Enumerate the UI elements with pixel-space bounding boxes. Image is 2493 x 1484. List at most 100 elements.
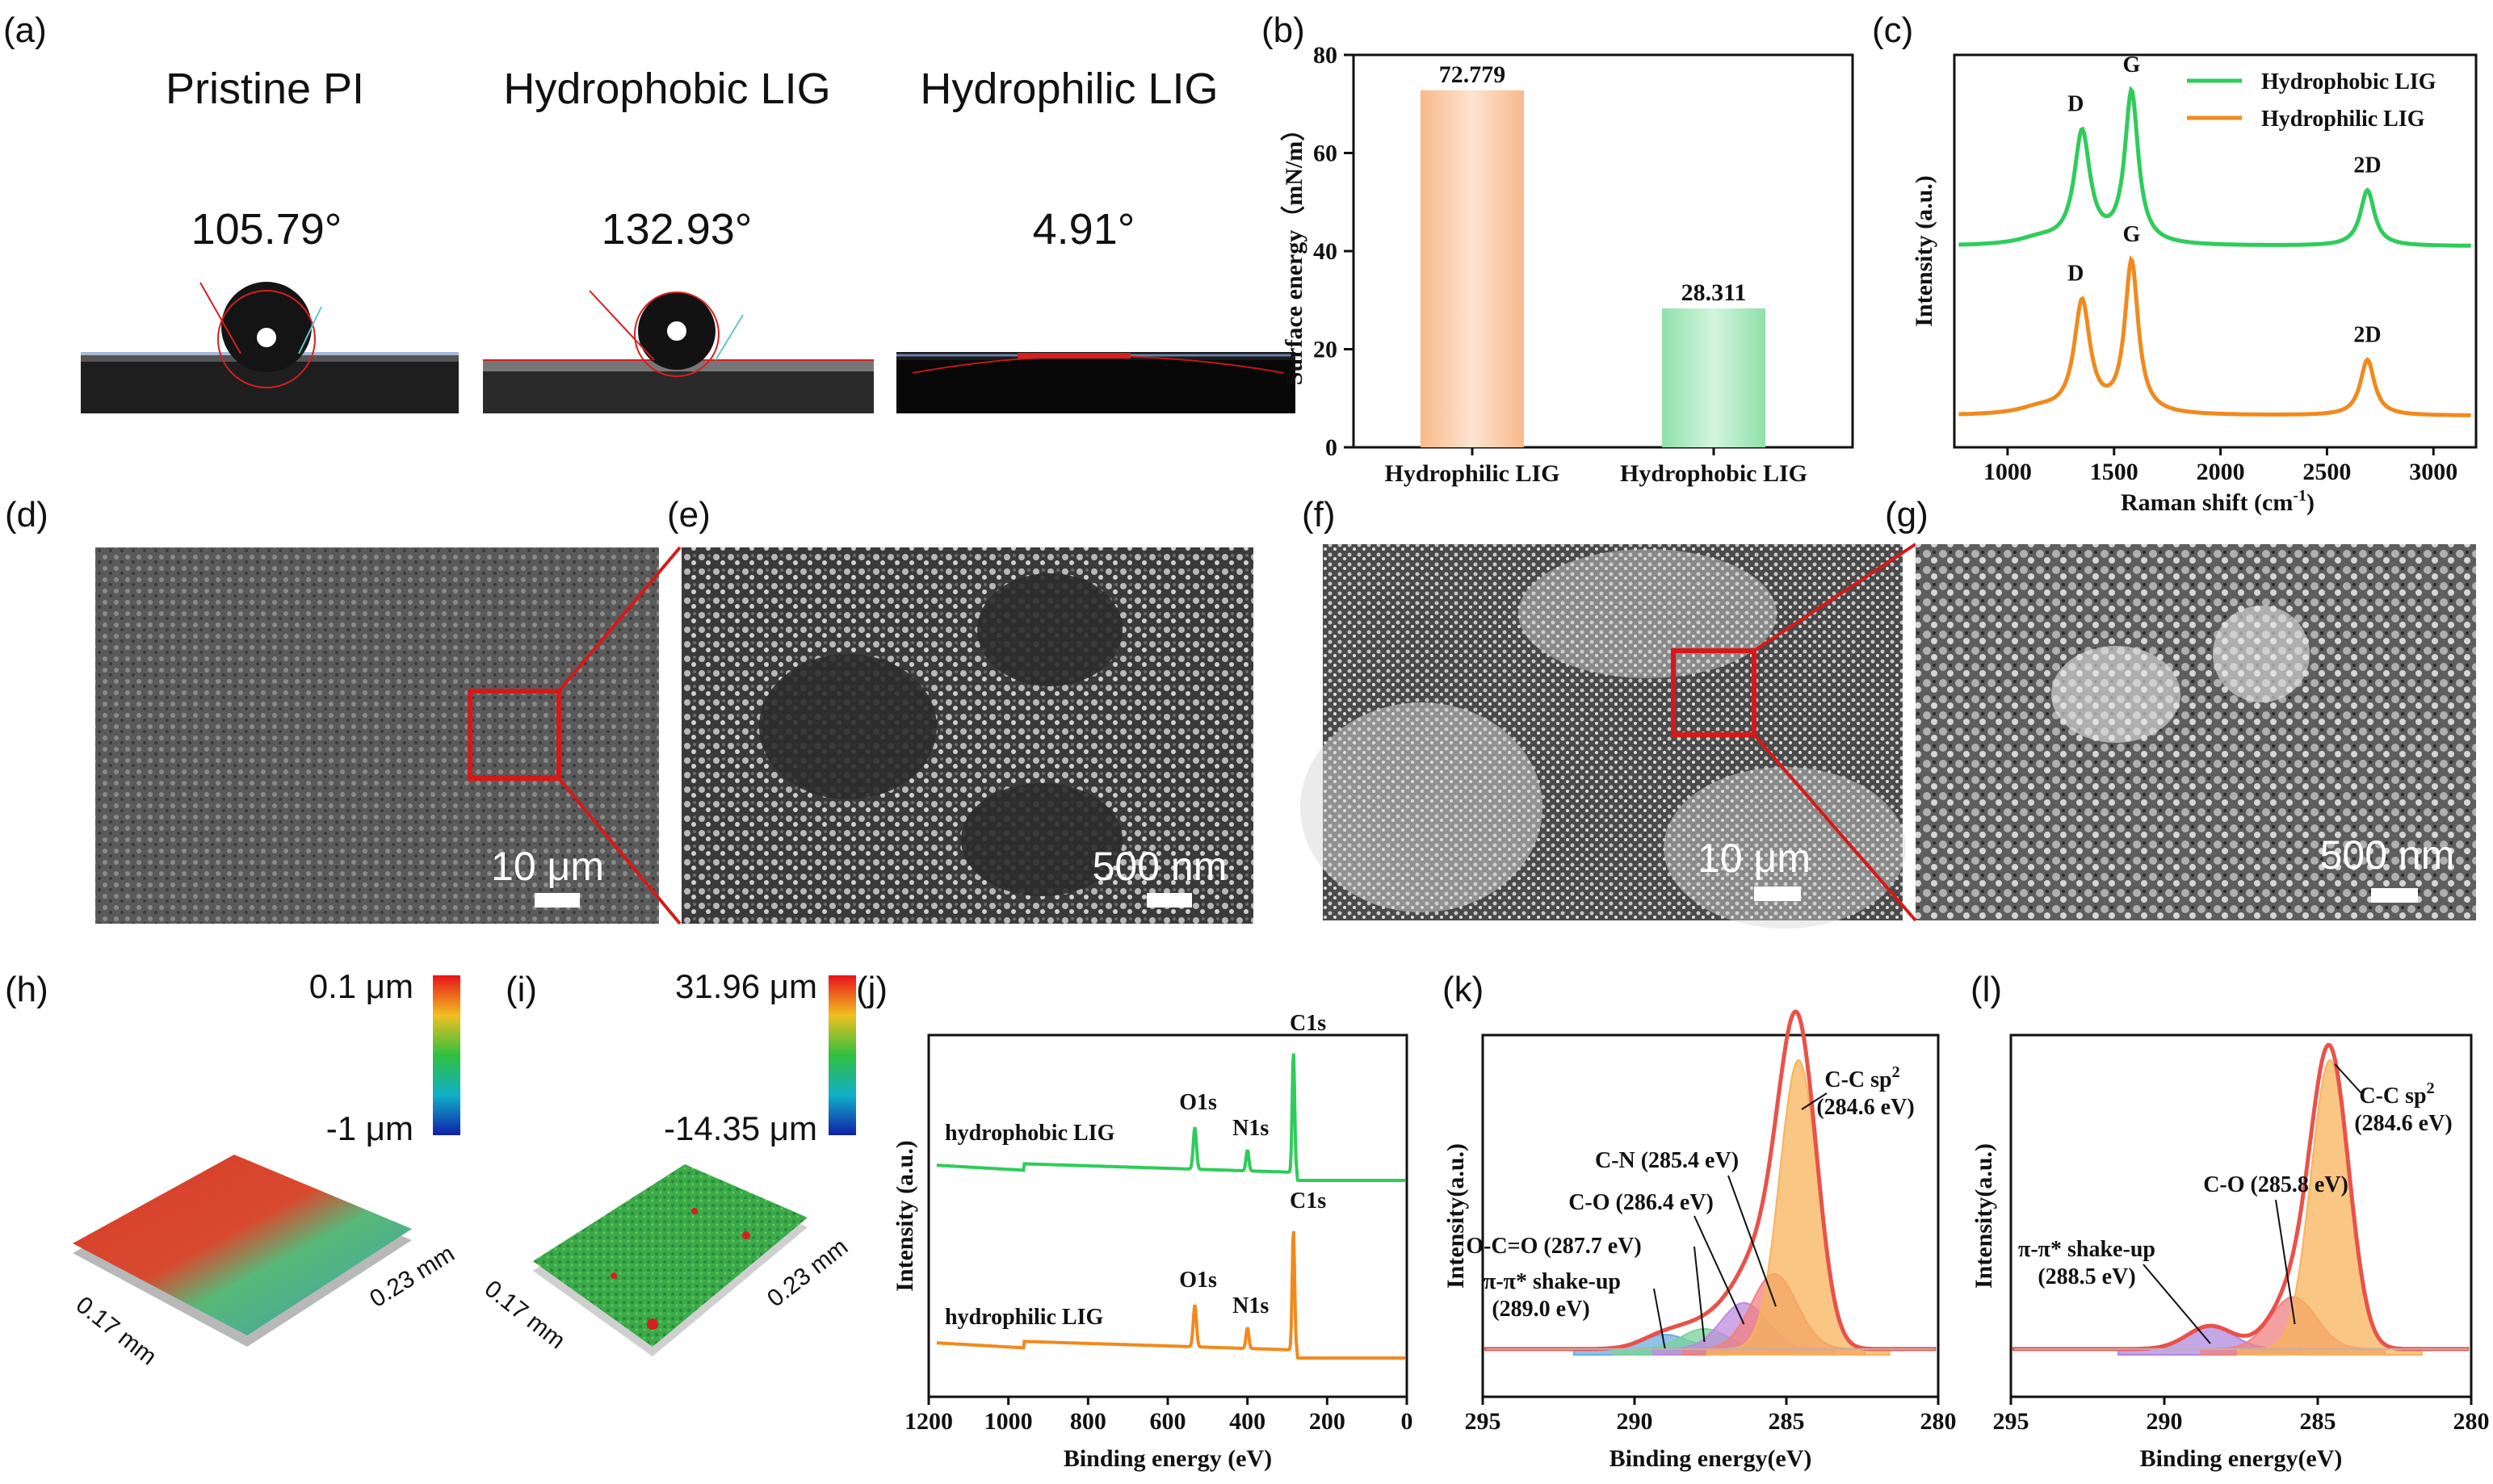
chart-b-bar <box>1662 308 1765 447</box>
panel-letter-f: (f) <box>1302 495 1336 534</box>
chart-k-arrow <box>1801 1092 1828 1110</box>
chart-b-ytick-label: 60 <box>1313 140 1337 167</box>
chart-k-xlabel: Binding energy(eV) <box>1610 1445 1812 1472</box>
panel-letter-b: (b) <box>1261 10 1305 50</box>
angle-value-pristine-pi: 105.79° <box>191 205 342 254</box>
angle-value-hydrophobic-lig: 132.93° <box>602 205 753 254</box>
chart-c-peak-label: D <box>2067 262 2084 287</box>
chart-k-xtick-label: 290 <box>1617 1408 1653 1435</box>
droplet-image-hydrophilic-lig <box>896 352 1295 413</box>
panel-letter-g: (g) <box>1885 495 1929 534</box>
chart-l-frame <box>2009 1033 2473 1398</box>
chart-c-peak-label: 2D <box>2353 153 2381 178</box>
panel-letter-c: (c) <box>1872 10 1913 50</box>
chart-k-peak-label: C-C sp2 <box>1824 1063 1899 1092</box>
panel-letter-h: (h) <box>5 970 48 1009</box>
colorbar-h <box>433 975 460 1135</box>
chart-c-peak-label: 2D <box>2353 322 2381 347</box>
panel-letter-d: (d) <box>5 495 48 534</box>
droplet-image-pristine-pi <box>81 282 459 413</box>
colorbar-i <box>829 975 856 1135</box>
chart-j-frame <box>927 1033 1408 1398</box>
chart-j-series-line <box>936 1230 1405 1360</box>
colorbar-i-max: 31.96 μm <box>675 967 817 1005</box>
zoom-box-f <box>1671 648 1756 737</box>
chart-j-xtick-label: 0 <box>1401 1408 1413 1435</box>
chart-b-category-label: Hydrophilic LIG <box>1384 460 1559 487</box>
scale-label-g: 500 nm <box>2320 832 2455 878</box>
scale-bar-e <box>1147 893 1192 908</box>
legend-label-hydrophobic: Hydrophobic LIG <box>2261 69 2436 94</box>
chart-b-category-label: Hydrophobic LIG <box>1620 460 1807 487</box>
panel-i-surface-profile: 31.96 μm -14.35 μm 0.17 mm 0.23 mm <box>480 967 856 1356</box>
panel-letter-l: (l) <box>1970 970 2002 1009</box>
chart-j-series-label-hydrophobic: hydrophobic LIG <box>945 1121 1115 1146</box>
chart-j-xtick-label: 800 <box>1070 1408 1106 1435</box>
chart-c-peak-label: G <box>2122 52 2140 78</box>
panel-j-xps-survey-chart: Intensity (a.u.) Binding energy (eV) hyd… <box>892 1011 1413 1472</box>
chart-c-xtick-label: 1000 <box>1983 459 2032 485</box>
chart-c-series-line <box>1958 86 2471 248</box>
legend-label-hydrophilic: Hydrophilic LIG <box>2261 107 2425 132</box>
chart-b-ytick-label: 40 <box>1313 238 1337 265</box>
chart-j-xtick-label: 1000 <box>984 1408 1033 1435</box>
panel-k-c1s-chart: Intensity(a.u.) Binding energy(eV) 295 29… <box>1442 1009 1957 1472</box>
panel-a-contact-angle: Pristine PI Hydrophobic LIG Hydrophilic … <box>81 65 1295 413</box>
panel-letter-e: (e) <box>667 495 711 534</box>
chart-k-xtick-label: 295 <box>1465 1408 1501 1435</box>
panel-letter-j: (j) <box>856 970 888 1009</box>
panel-letter-i: (i) <box>506 970 537 1009</box>
chart-j-xtick-label: 400 <box>1229 1408 1265 1435</box>
chart-k-peak-label: C-O (286.4 eV) <box>1568 1190 1714 1215</box>
droplet-image-hydrophobic-lig <box>483 290 874 413</box>
chart-b-value-label: 72.779 <box>1439 61 1506 88</box>
panel-letter-k: (k) <box>1442 970 1484 1009</box>
chart-c-xtick-label: 2000 <box>2197 459 2245 485</box>
chart-c-peak-label: D <box>2067 92 2084 117</box>
panel-l-c1s-chart: Intensity(a.u.) Binding energy(eV) 295 29… <box>1970 1033 2490 1472</box>
chart-j-peak-label: N1s <box>1232 1116 1269 1141</box>
scale-bar-d <box>535 893 580 908</box>
chart-j-series-line <box>936 1053 1405 1182</box>
chart-b-ylabel: Surface energy（mN/m） <box>1280 117 1307 385</box>
surface-map-h <box>73 1155 412 1335</box>
chart-k-peak-label: C-N (285.4 eV) <box>1595 1148 1739 1173</box>
chart-j-xlabel: Binding energy (eV) <box>1064 1445 1272 1472</box>
sample-name-hydrophilic-lig: Hydrophilic LIG <box>920 65 1218 113</box>
colorbar-i-min: -14.35 μm <box>664 1109 817 1147</box>
chart-j-xtick-label: 1200 <box>904 1408 953 1435</box>
chart-c-peak-label: G <box>2122 222 2140 247</box>
chart-l-peak-label-2: (284.6 eV) <box>2354 1111 2452 1136</box>
chart-k-xtick-label: 285 <box>1769 1408 1805 1435</box>
chart-c-xtick-label: 2500 <box>2302 459 2351 485</box>
chart-l-xlabel: Binding energy(eV) <box>2140 1445 2343 1472</box>
chart-k-peak-label-2: (289.0 eV) <box>1492 1297 1589 1322</box>
dim-label-h-x: 0.17 mm <box>71 1292 162 1371</box>
chart-l-peak-label: π-π* shake-up <box>2018 1237 2155 1262</box>
chart-j-peak-label: O1s <box>1179 1090 1217 1115</box>
chart-j-peak-label: N1s <box>1232 1293 1269 1318</box>
colorbar-h-min: -1 μm <box>326 1109 413 1147</box>
chart-l-xtick-label: 285 <box>2300 1408 2336 1435</box>
chart-k-arrow <box>1727 1175 1777 1307</box>
chart-c-xlabel: Raman shift (cm-1) <box>2121 487 2315 516</box>
chart-b-bar <box>1421 90 1524 447</box>
chart-k-peak-label-2: (284.6 eV) <box>1816 1095 1914 1120</box>
chart-l-peak-label: C-O (285.8 eV) <box>2203 1172 2348 1197</box>
chart-c-frame <box>1953 53 2478 449</box>
chart-l-peak-label-2: (288.5 eV) <box>2038 1264 2135 1289</box>
chart-l-ylabel: Intensity(a.u.) <box>1970 1143 1997 1289</box>
chart-k-peak-label: O-C=O (287.7 eV) <box>1466 1234 1641 1259</box>
sem-image-f: 10 μm <box>1300 543 1917 929</box>
chart-c-xtick-label: 1500 <box>2090 459 2138 485</box>
scale-bar-f <box>1754 887 1801 901</box>
panel-h-surface-profile: 0.1 μm -1 μm 0.17 mm 0.23 mm <box>71 967 460 1370</box>
scale-label-f: 10 μm <box>1698 836 1811 881</box>
panel-letter-a: (a) <box>3 10 47 50</box>
chart-c-ylabel: Intensity (a.u.) <box>1911 175 1937 327</box>
chart-j-peak-label: C1s <box>1290 1011 1326 1036</box>
chart-l-xtick-label: 295 <box>1993 1408 2029 1435</box>
chart-b-ytick-label: 80 <box>1313 42 1337 69</box>
chart-k-peak-label: π-π* shake-up <box>1484 1269 1621 1294</box>
